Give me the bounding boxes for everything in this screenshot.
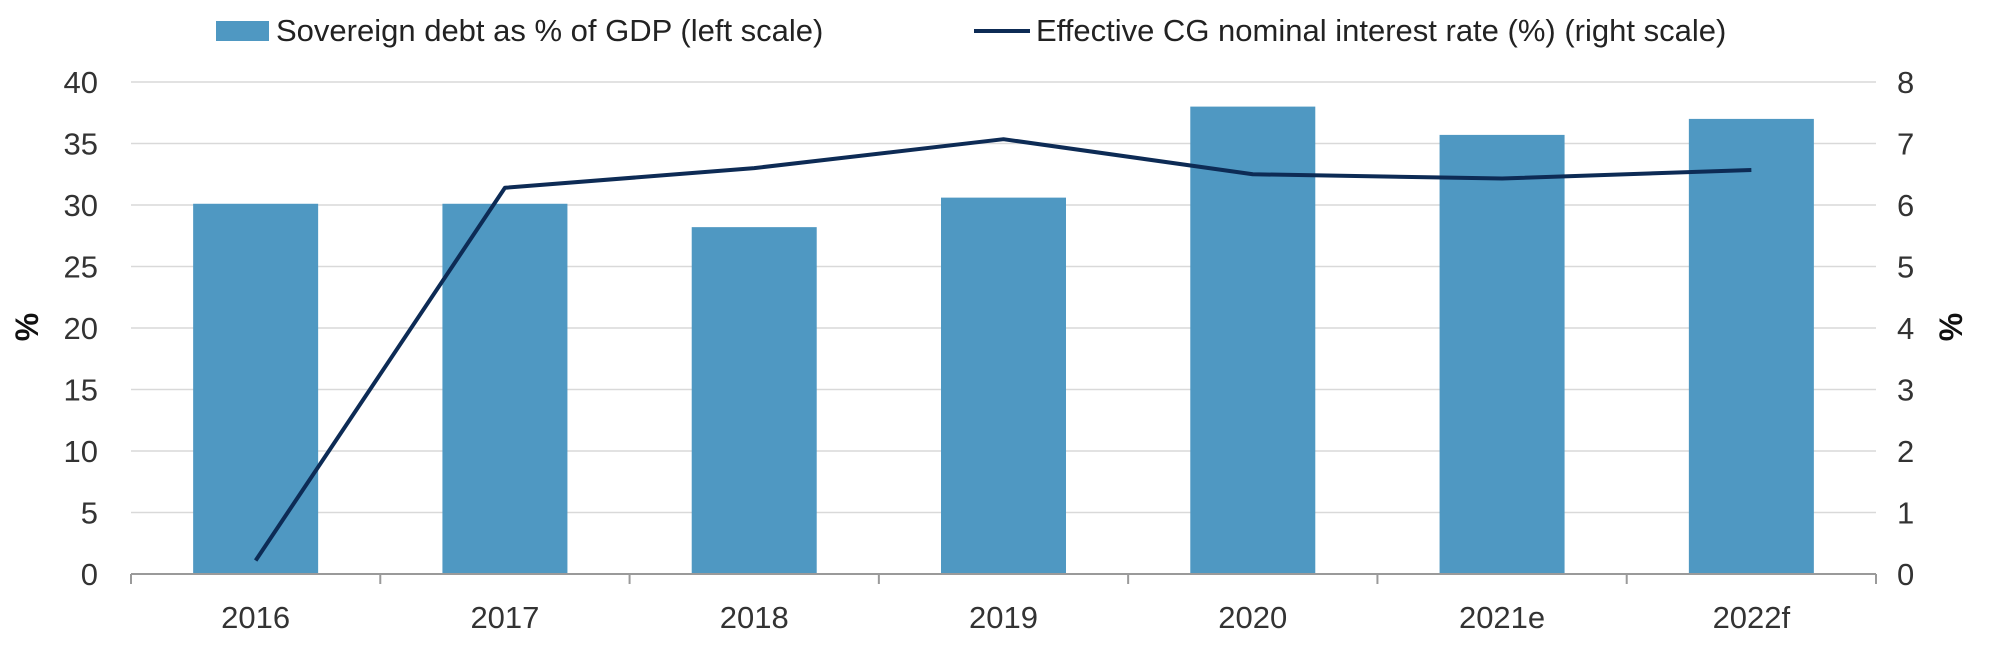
axes <box>130 573 1877 584</box>
y2-tick-label: 6 <box>1897 188 1914 223</box>
y2-tick-label: 8 <box>1897 65 1914 100</box>
legend-label-bar: Sovereign debt as % of GDP (left scale) <box>276 13 823 48</box>
left-axis-title: % <box>9 313 45 341</box>
y2-tick-label: 7 <box>1897 127 1914 162</box>
y-tick-label: 10 <box>64 434 98 469</box>
bar <box>941 197 1066 574</box>
y2-tick-label: 1 <box>1897 496 1914 531</box>
bar-series <box>193 106 1814 575</box>
x-tick-label: 2017 <box>470 600 539 635</box>
y-tick-label: 35 <box>64 127 98 162</box>
x-tick-label: 2018 <box>720 600 789 635</box>
x-tick-label: 2020 <box>1218 600 1287 635</box>
right-axis-title: % <box>1933 313 1969 341</box>
x-axis-ticks: 2016 2017 2018 2019 2020 2021e 2022f <box>221 600 1790 635</box>
y-tick-label: 30 <box>64 188 98 223</box>
legend-swatch-bar <box>216 21 269 41</box>
y-tick-label: 40 <box>64 65 98 100</box>
y-tick-label: 15 <box>64 373 98 408</box>
y2-tick-label: 5 <box>1897 250 1914 285</box>
bar <box>1688 118 1814 575</box>
legend: Sovereign debt as % of GDP (left scale) … <box>216 13 1726 48</box>
legend-label-line: Effective CG nominal interest rate (%) (… <box>1036 13 1726 48</box>
x-tick-label: 2021e <box>1459 600 1545 635</box>
y-tick-label: 20 <box>64 311 98 346</box>
x-tick-label: 2016 <box>221 600 290 635</box>
y2-tick-label: 2 <box>1897 434 1914 469</box>
y-tick-label: 25 <box>64 250 98 285</box>
y-tick-label: 5 <box>81 496 98 531</box>
bar <box>1439 134 1565 574</box>
y2-tick-label: 3 <box>1897 373 1914 408</box>
y2-tick-label: 4 <box>1897 311 1914 346</box>
x-tick-label: 2019 <box>969 600 1038 635</box>
y-tick-label: 0 <box>81 557 98 592</box>
bar <box>1190 106 1316 574</box>
left-axis-ticks: 0 5 10 15 20 25 30 35 40 <box>64 65 98 592</box>
right-axis-ticks: 0 1 2 3 4 5 6 7 8 <box>1897 65 1914 592</box>
line-series <box>253 137 1752 562</box>
y2-tick-label: 0 <box>1897 557 1914 592</box>
bar <box>691 227 817 574</box>
bar <box>442 203 568 574</box>
bar <box>193 203 319 574</box>
x-tick-label: 2022f <box>1713 600 1791 635</box>
